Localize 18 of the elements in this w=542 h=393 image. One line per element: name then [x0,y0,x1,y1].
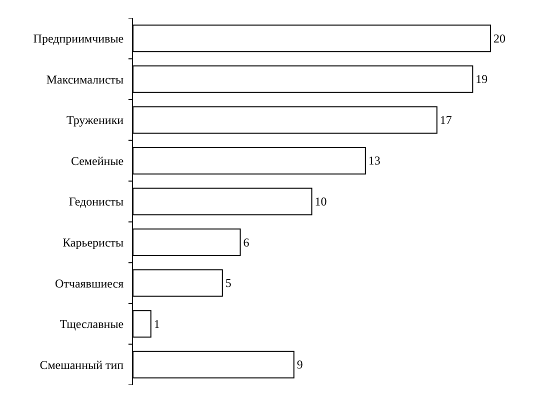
y-tick-label: Гедонисты [68,194,124,209]
data-label: 17 [440,112,452,127]
data-label: 20 [494,31,506,46]
y-tick-label: Смешанный тип [40,358,124,372]
y-tick-label: Отчаявшиеся [55,276,124,290]
data-label: 19 [476,72,488,86]
data-label: 10 [314,194,327,208]
y-tick-label: Труженики [66,113,124,128]
data-label: 6 [243,235,250,250]
data-label: 9 [296,358,303,372]
y-tick-label: Семейные [70,154,124,168]
data-label: 1 [154,316,160,331]
y-tick-label: Максималисты [46,72,124,86]
y-tick-label: Предприимчивые [33,32,124,46]
data-label: 13 [368,154,380,168]
y-tick-label: Тщеславные [60,317,124,332]
y-tick-label: Карьеристы [62,235,124,250]
data-label: 5 [225,276,232,290]
